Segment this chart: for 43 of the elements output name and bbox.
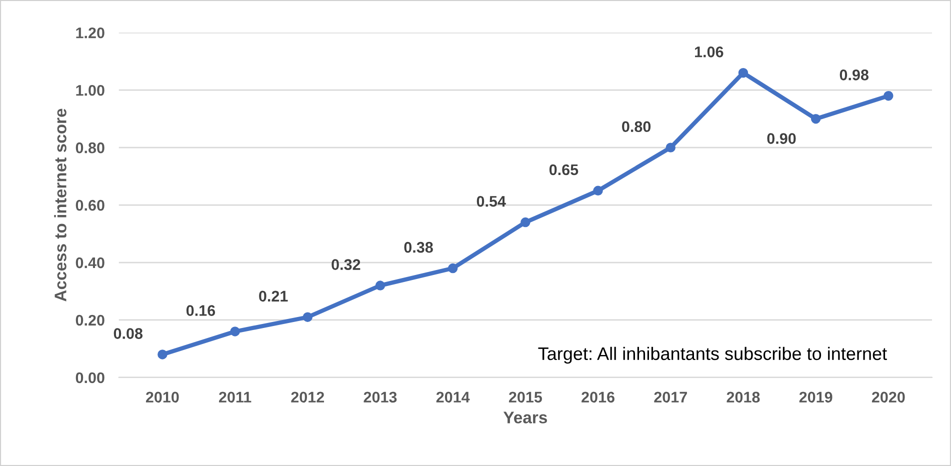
text: 0.90	[767, 133, 796, 144]
text: 0.16	[186, 305, 216, 316]
text: 0.08	[114, 328, 143, 339]
x-tick-label: 2020	[872, 392, 905, 403]
text: 0.32	[332, 259, 360, 270]
x-tick-label: 2016	[582, 392, 614, 403]
x-tick-label: 2014	[436, 392, 470, 403]
y-tick-label: 0.20	[76, 314, 104, 326]
x-tick-label: 2010	[146, 392, 179, 403]
x-tick-label: 2017	[654, 392, 687, 403]
text: 0.98	[840, 70, 869, 80]
y-axis-title: Access to internet score	[54, 108, 66, 302]
point	[230, 326, 240, 336]
point	[666, 142, 676, 152]
point	[810, 114, 821, 124]
point	[520, 217, 530, 228]
text: 0.21	[259, 290, 288, 302]
text: 1.06	[695, 46, 724, 58]
x-axis-title: Years	[503, 412, 547, 424]
y-tick-label: 0.40	[76, 257, 104, 268]
annotation: Target: All inhibantants subscribe to internet	[538, 346, 887, 364]
x-tick-label: 2012	[291, 392, 324, 403]
point	[884, 90, 894, 101]
text: 0.65	[549, 164, 578, 176]
y-tick-label: 1.20	[76, 27, 104, 38]
x-tick-label: 2013	[364, 392, 397, 403]
x-tick-label: 2019	[799, 392, 832, 403]
text: 0.80	[622, 121, 651, 132]
y-tick-label: 1.00	[76, 84, 104, 96]
y-tick-label: 0.80	[76, 142, 104, 154]
y-tick-label: 0.00	[76, 372, 104, 384]
x-tick-label: 2015	[508, 392, 542, 403]
point	[375, 280, 386, 290]
x-tick-label: 2018	[726, 392, 760, 403]
point	[302, 312, 312, 322]
y-tick-label: 0.60	[76, 200, 104, 211]
text: 0.38	[404, 242, 433, 253]
point	[738, 68, 748, 78]
point	[593, 186, 603, 196]
x-tick-label: 2011	[218, 392, 252, 403]
point	[158, 350, 168, 360]
point	[448, 263, 458, 274]
text: 0.54	[476, 196, 506, 207]
